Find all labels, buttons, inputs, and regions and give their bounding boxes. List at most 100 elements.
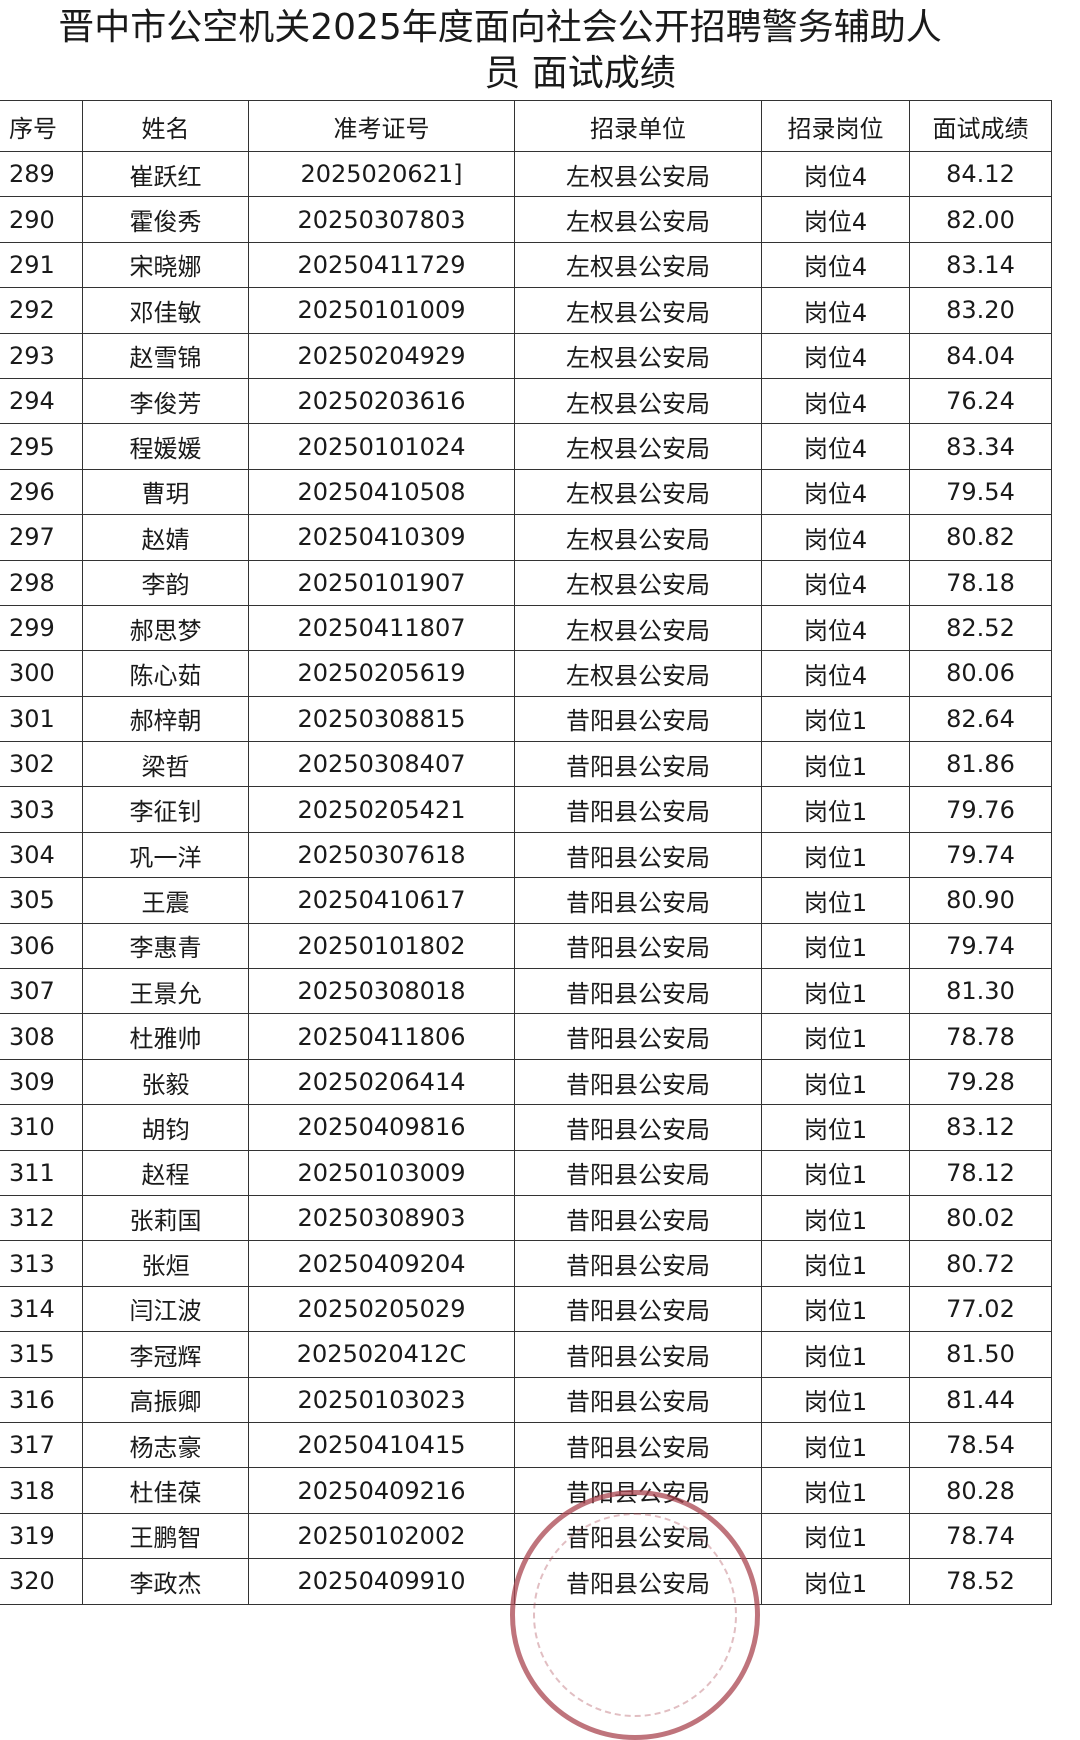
cell-unit: 昔阳县公安局 — [514, 877, 762, 924]
cell-seq: 301 — [0, 695, 83, 743]
table-row: 309 张毅 20250206414 昔阳县公安局 岗位1 79.28 — [0, 1058, 1052, 1106]
cell-exam-id: 20250101009 — [248, 287, 515, 334]
cell-post: 岗位1 — [761, 1240, 910, 1287]
cell-exam-id: 20250203616 — [248, 377, 515, 425]
cell-name: 闫江波 — [82, 1285, 249, 1333]
cell-post: 岗位1 — [761, 1376, 910, 1423]
cell-score: 79.76 — [909, 786, 1052, 833]
cell-post: 岗位1 — [761, 1285, 910, 1333]
cell-score: 77.02 — [909, 1285, 1052, 1333]
cell-post: 岗位4 — [761, 287, 910, 334]
cell-exam-id: 20250205421 — [248, 786, 515, 833]
cell-seq: 290 — [0, 196, 83, 243]
cell-exam-id: 20250409816 — [248, 1104, 515, 1151]
cell-seq: 320 — [0, 1558, 83, 1605]
cell-exam-id: 2025020412C — [248, 1331, 515, 1378]
cell-seq: 302 — [0, 741, 83, 788]
cell-post: 岗位4 — [761, 468, 910, 516]
cell-score: 83.20 — [909, 287, 1052, 334]
cell-unit: 昔阳县公安局 — [514, 741, 762, 788]
cell-post: 岗位1 — [761, 1149, 910, 1196]
cell-seq: 315 — [0, 1331, 83, 1378]
cell-score: 82.64 — [909, 695, 1052, 743]
cell-name: 霍俊秀 — [82, 196, 249, 243]
cell-post: 岗位1 — [761, 831, 910, 879]
cell-name: 李俊芳 — [82, 377, 249, 425]
cell-name: 杜佳葆 — [82, 1467, 249, 1514]
cell-post: 岗位1 — [761, 1194, 910, 1242]
cell-name: 赵雪锦 — [82, 332, 249, 379]
cell-post: 岗位1 — [761, 922, 910, 970]
cell-unit: 昔阳县公安局 — [514, 968, 762, 1015]
cell-unit: 昔阳县公安局 — [514, 1058, 762, 1106]
cell-seq: 304 — [0, 831, 83, 879]
cell-post: 岗位1 — [761, 1058, 910, 1106]
cell-seq: 307 — [0, 968, 83, 1015]
cell-seq: 289 — [0, 150, 83, 198]
document-title-line2: 员 面试成绩 — [484, 53, 676, 94]
cell-unit: 昔阳县公安局 — [514, 831, 762, 879]
cell-unit: 昔阳县公安局 — [514, 1376, 762, 1423]
table-row: 299 郝思梦 20250411807 左权县公安局 岗位4 82.52 — [0, 604, 1052, 652]
cell-post: 岗位4 — [761, 650, 910, 697]
cell-score: 80.06 — [909, 650, 1052, 697]
cell-exam-id: 20250205029 — [248, 1285, 515, 1333]
cell-post: 岗位4 — [761, 423, 910, 470]
cell-seq: 318 — [0, 1467, 83, 1514]
cell-seq: 314 — [0, 1285, 83, 1333]
cell-score: 84.12 — [909, 150, 1052, 198]
cell-name: 梁哲 — [82, 741, 249, 788]
table-row: 311 赵程 20250103009 昔阳县公安局 岗位1 78.12 — [0, 1149, 1052, 1196]
cell-unit: 左权县公安局 — [514, 196, 762, 243]
cell-seq: 306 — [0, 922, 83, 970]
cell-seq: 319 — [0, 1512, 83, 1560]
cell-score: 80.72 — [909, 1240, 1052, 1287]
cell-name: 王震 — [82, 877, 249, 924]
cell-seq: 298 — [0, 559, 83, 606]
cell-exam-id: 20250103023 — [248, 1376, 515, 1423]
cell-name: 李征钊 — [82, 786, 249, 833]
cell-exam-id: 20250101024 — [248, 423, 515, 470]
table-row: 301 郝梓朝 20250308815 昔阳县公安局 岗位1 82.64 — [0, 695, 1052, 743]
cell-name: 巩一洋 — [82, 831, 249, 879]
table-row: 319 王鹏智 20250102002 昔阳县公安局 岗位1 78.74 — [0, 1512, 1052, 1560]
cell-exam-id: 20250410309 — [248, 514, 515, 561]
cell-post: 岗位4 — [761, 150, 910, 198]
cell-name: 张烜 — [82, 1240, 249, 1287]
cell-name: 陈心茹 — [82, 650, 249, 697]
cell-post: 岗位1 — [761, 1104, 910, 1151]
table-row: 315 李冠辉 2025020412C 昔阳县公安局 岗位1 81.50 — [0, 1331, 1052, 1378]
cell-unit: 昔阳县公安局 — [514, 1467, 762, 1514]
cell-unit: 左权县公安局 — [514, 241, 762, 289]
cell-seq: 310 — [0, 1104, 83, 1151]
table-row: 304 巩一洋 20250307618 昔阳县公安局 岗位1 79.74 — [0, 831, 1052, 879]
cell-unit: 昔阳县公安局 — [514, 1421, 762, 1469]
cell-unit: 左权县公安局 — [514, 559, 762, 606]
cell-seq: 311 — [0, 1149, 83, 1196]
cell-unit: 左权县公安局 — [514, 287, 762, 334]
cell-score: 80.82 — [909, 514, 1052, 561]
cell-seq: 300 — [0, 650, 83, 697]
scores-table: 序号 姓名 准考证号 招录单位 招录岗位 面试成绩 289 崔跃红 20250206… — [0, 100, 1052, 1605]
cell-unit: 昔阳县公安局 — [514, 1512, 762, 1560]
cell-exam-id: 20250308018 — [248, 968, 515, 1015]
table-row: 312 张莉国 20250308903 昔阳县公安局 岗位1 80.02 — [0, 1194, 1052, 1242]
header-seq: 序号 — [0, 100, 83, 152]
cell-score: 78.74 — [909, 1512, 1052, 1560]
cell-unit: 左权县公安局 — [514, 650, 762, 697]
header-name: 姓名 — [82, 100, 249, 152]
cell-score: 78.78 — [909, 1013, 1052, 1060]
cell-exam-id: 20250409204 — [248, 1240, 515, 1287]
cell-name: 李韵 — [82, 559, 249, 606]
cell-exam-id: 20250307803 — [248, 196, 515, 243]
cell-exam-id: 20250307618 — [248, 831, 515, 879]
cell-post: 岗位1 — [761, 1467, 910, 1514]
cell-score: 79.74 — [909, 831, 1052, 879]
cell-score: 78.12 — [909, 1149, 1052, 1196]
cell-unit: 昔阳县公安局 — [514, 1013, 762, 1060]
cell-exam-id: 20250411807 — [248, 604, 515, 652]
cell-score: 81.44 — [909, 1376, 1052, 1423]
cell-score: 83.12 — [909, 1104, 1052, 1151]
cell-exam-id: 20250204929 — [248, 332, 515, 379]
table-row: 302 梁哲 20250308407 昔阳县公安局 岗位1 81.86 — [0, 741, 1052, 788]
